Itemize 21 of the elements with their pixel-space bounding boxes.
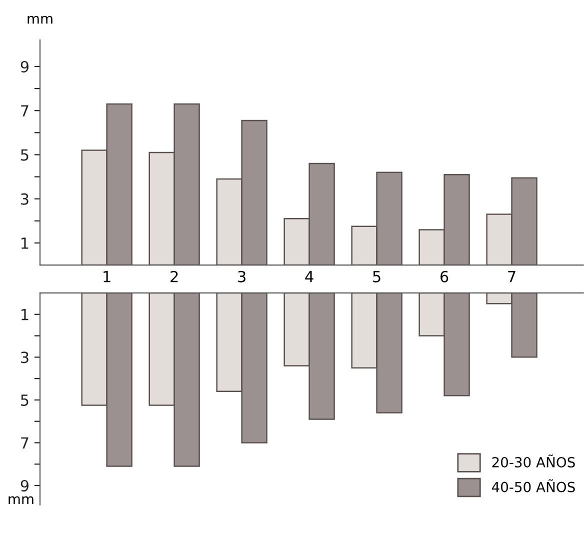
legend-label: 20-30 AÑOS <box>492 454 575 468</box>
x-tick-label: 6 <box>440 270 448 282</box>
y-axis-title: mm <box>28 16 52 24</box>
y-tick-label: 1 <box>22 309 28 320</box>
y-tick-label: 5 <box>21 394 28 406</box>
x-tick-label: 4 <box>305 271 314 282</box>
x-tick-label: 7 <box>508 271 516 282</box>
y-tick-label: 1 <box>22 238 28 249</box>
y-tick-label: 9 <box>20 480 29 492</box>
x-tick-label: 3 <box>238 270 246 282</box>
y-tick-label: 7 <box>21 437 28 449</box>
y-axis-title: mm <box>8 496 34 504</box>
y-tick-label: 3 <box>21 193 28 205</box>
x-tick-label: 1 <box>104 271 110 282</box>
y-tick-label: 3 <box>21 352 28 364</box>
x-tick-label: 5 <box>373 271 380 282</box>
y-tick-label: 9 <box>20 60 29 72</box>
y-tick-label: 5 <box>21 149 28 161</box>
legend-label: 40-50 AÑOS <box>492 479 575 492</box>
y-tick-label: 7 <box>21 105 28 116</box>
x-tick-label: 2 <box>170 270 178 282</box>
